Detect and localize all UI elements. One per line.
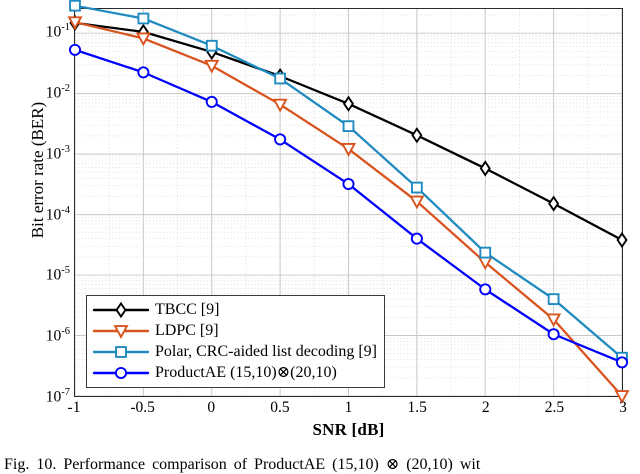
x-axis-title: SNR [dB] xyxy=(312,420,385,439)
legend-marker-diamond-icon xyxy=(92,301,150,318)
chart-series-layer xyxy=(67,0,630,404)
legend-marker-triangle-down-icon xyxy=(92,324,150,339)
legend-label: Polar, CRC-aided list decoding [9] xyxy=(155,342,377,360)
legend-item[interactable]: LDPC [9] xyxy=(92,320,377,341)
x-axis-tick-labels: -1 -0.5 0 0.5 1 1.5 2 2.5 3 xyxy=(68,399,627,421)
y-axis-tick-labels: 10-1 10-2 10-3 10-4 10-5 10-6 10-7 xyxy=(0,8,70,405)
legend-label: ProductAE (15,10)⊗(20,10) xyxy=(155,363,337,381)
y-tick-label: 10-6 xyxy=(45,326,70,345)
y-tick-label: 10-3 xyxy=(45,143,70,163)
figure-caption: Fig. 10. Performance comparison of Produ… xyxy=(4,456,481,473)
x-tick-label: 3 xyxy=(619,399,627,416)
legend-item[interactable]: TBCC [9] xyxy=(92,299,377,320)
x-tick-label: -1 xyxy=(67,399,81,416)
x-tick-label: 1 xyxy=(344,399,353,416)
legend-label: LDPC [9] xyxy=(155,321,219,339)
legend-marker-circle-icon xyxy=(92,366,150,379)
legend-item[interactable]: Polar, CRC-aided list decoding [9] xyxy=(92,341,377,362)
x-tick-label: 0.5 xyxy=(270,399,290,416)
y-tick-label: 10-5 xyxy=(45,265,70,284)
y-tick-label: 10-1 xyxy=(45,22,70,41)
x-tick-label: 2 xyxy=(481,399,490,416)
chart-legend: TBCC [9] LDPC [9] Polar, CRC-aided list de… xyxy=(86,295,385,388)
x-tick-label: 0 xyxy=(207,399,216,416)
legend-item[interactable]: ProductAE (15,10)⊗(20,10) xyxy=(92,362,377,383)
y-tick-label: 10-4 xyxy=(45,204,70,223)
x-tick-label: 1.5 xyxy=(407,399,427,416)
x-tick-label: 2.5 xyxy=(544,399,565,416)
legend-label: TBCC [9] xyxy=(155,300,220,318)
y-tick-label: 10-7 xyxy=(45,387,70,406)
y-axis-title: Bit error rate (BER) xyxy=(28,101,47,239)
legend-marker-square-icon xyxy=(92,345,150,358)
y-tick-label: 10-2 xyxy=(45,83,70,102)
x-tick-label: -0.5 xyxy=(130,399,155,416)
